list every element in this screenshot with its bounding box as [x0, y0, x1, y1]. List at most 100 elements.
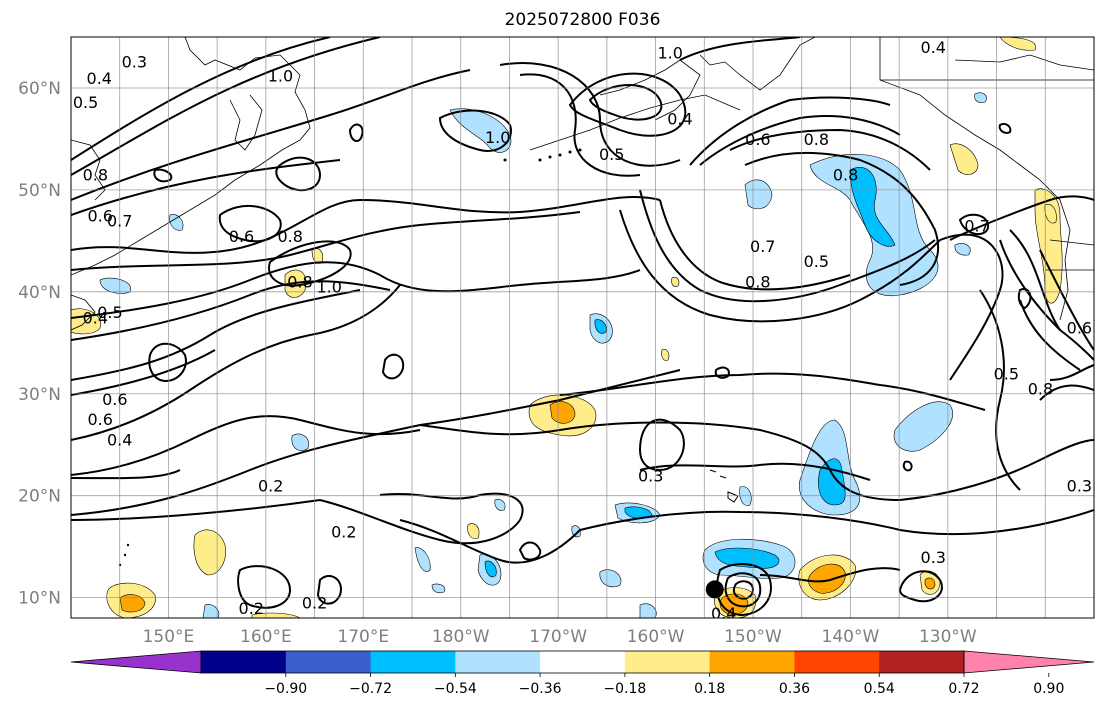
anomaly-region: [624, 506, 653, 519]
contour-label: 1.0: [316, 278, 341, 297]
anomaly-region: [494, 498, 506, 511]
aleutian-islands: [118, 148, 582, 567]
lat-tick-label: 50°N: [18, 181, 61, 201]
colorbar-segment: [624, 651, 711, 673]
colorbar-tick-label: −0.18: [603, 681, 646, 697]
anomaly-shading: [71, 37, 1063, 618]
lon-tick-label: 150°W: [724, 627, 782, 647]
anomaly-region: [251, 612, 301, 618]
contour-label: 0.8: [1028, 380, 1053, 399]
contour-label: 0.8: [83, 166, 108, 185]
anomaly-region: [999, 37, 1037, 51]
anomaly-region: [484, 560, 497, 578]
anomaly-region: [974, 92, 987, 103]
colorbar-tick-label: −0.72: [349, 681, 392, 697]
contour-label: 0.8: [804, 130, 829, 149]
anomaly-region: [467, 523, 480, 539]
lat-tick-label: 10°N: [18, 589, 61, 609]
colorbar-tick-label: 0.90: [1033, 681, 1064, 697]
colorbar-segment: [540, 651, 626, 673]
map-frame: [70, 36, 1095, 619]
lon-tick-label: 170°W: [529, 627, 587, 647]
anomaly-region: [202, 604, 220, 618]
contour-label: 0.7: [107, 211, 132, 230]
lon-tick-label: 180°W: [432, 627, 490, 647]
coastlines: [71, 37, 1094, 331]
hawaii-islands: [709, 469, 739, 503]
colorbar-frame: [200, 650, 965, 674]
colorbar-tick-label: 0.72: [948, 681, 979, 697]
anomaly-region: [549, 401, 576, 424]
contour-label: 0.2: [302, 594, 327, 613]
contour-label: 0.7: [964, 217, 989, 236]
lon-tick-label: 170°E: [337, 627, 389, 647]
contour-label: 0.8: [745, 273, 770, 292]
contour-label: 0.2: [331, 522, 356, 541]
contour-label: 0.8: [287, 273, 312, 292]
anomaly-region: [291, 433, 310, 451]
colorbar-tick-label: −0.54: [434, 681, 477, 697]
contour-label: 0.7: [750, 237, 775, 256]
anomaly-region: [671, 276, 680, 287]
contour-label: 0.5: [994, 364, 1019, 383]
anomaly-region: [571, 525, 581, 538]
map-area: 0.40.30.51.00.80.80.60.70.60.8 1.00.40.50…: [71, 37, 1094, 618]
colorbar-segment: [285, 651, 372, 673]
longitude-tick-labels: 150°E 160°E 170°E 180°W 170°W 160°W 150°W 140°W…: [143, 627, 977, 647]
anomaly-region: [193, 529, 226, 576]
anomaly-region: [99, 277, 131, 294]
latitude-tick-labels: 10°N 20°N 30°N 40°N 50°N 60°N: [18, 79, 61, 609]
anomaly-region: [169, 214, 184, 231]
lon-tick-label: 130°W: [919, 627, 977, 647]
colorbar-segment: [201, 651, 287, 673]
anomaly-region: [924, 577, 936, 590]
lon-tick-label: 140°W: [822, 627, 880, 647]
contour-label: 0.6: [745, 130, 770, 149]
colorbar-tick-label: −0.36: [519, 681, 562, 697]
contour-label: 0.2: [258, 476, 283, 495]
anomaly-region: [431, 583, 446, 594]
contour-label: 0.6: [102, 390, 127, 409]
colorbar-segment: [794, 651, 880, 673]
storm-center-marker: [705, 580, 724, 599]
anomaly-region: [954, 243, 971, 256]
anomaly-region: [849, 167, 896, 247]
map-title: 2025072800 F036: [504, 10, 661, 30]
anomaly-region: [449, 108, 512, 153]
anomaly-region: [949, 143, 979, 175]
colorbar-tick-label: 0.18: [694, 681, 725, 697]
colorbar-extend-max: [963, 650, 1095, 674]
contour-label: 1.0: [485, 128, 510, 147]
contour-label: 0.6: [88, 206, 113, 225]
contour-label: 0.5: [97, 303, 122, 322]
anomaly-region: [661, 348, 670, 361]
colorbar-tick-label: 0.36: [779, 681, 810, 697]
contour-label: 0.4: [87, 69, 112, 88]
lat-tick-label: 30°N: [18, 385, 61, 405]
colorbar-segment: [370, 651, 456, 673]
contour-lines: [71, 37, 1094, 617]
contour-label: 0.3: [1067, 476, 1092, 495]
anomaly-region: [414, 547, 431, 572]
gridlines: [71, 37, 1094, 618]
contour-label: 0.3: [122, 52, 147, 71]
anomaly-region: [119, 594, 146, 613]
lat-tick-label: 60°N: [18, 79, 61, 99]
anomaly-region: [599, 569, 622, 588]
anomaly-region: [744, 179, 773, 210]
contour-label: 0.4: [107, 431, 132, 450]
contour-label: 0.5: [73, 93, 98, 112]
contour-label: 0.2: [239, 599, 264, 618]
anomaly-region: [808, 563, 846, 594]
lon-tick-label: 160°W: [627, 627, 685, 647]
contour-label: 0.6: [1067, 319, 1092, 338]
contour-label: 0.5: [599, 145, 624, 164]
anomaly-region: [594, 319, 607, 334]
lon-tick-label: 150°E: [143, 627, 195, 647]
contour-label: 0.5: [804, 252, 829, 271]
lat-tick-label: 40°N: [18, 283, 61, 303]
anomaly-region: [311, 248, 323, 264]
contour-label: 0.4: [83, 308, 108, 327]
contour-label: 0.6: [229, 227, 254, 246]
